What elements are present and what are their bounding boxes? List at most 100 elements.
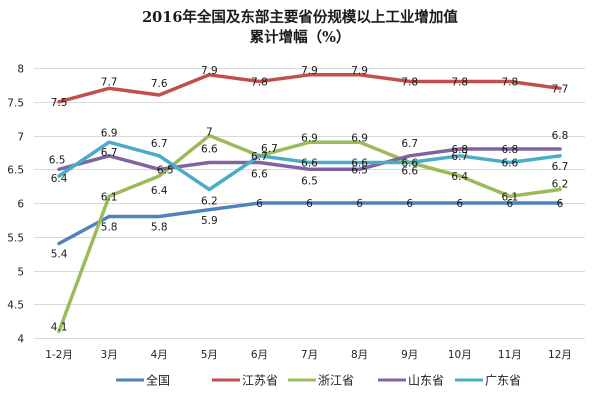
- x-tick-label: 3月: [101, 349, 118, 361]
- data-label: 6: [406, 198, 413, 210]
- legend-item: 江苏省: [212, 374, 278, 388]
- data-label: 6.7: [261, 143, 278, 155]
- data-label: 7.9: [301, 65, 318, 77]
- data-label: 6.9: [301, 132, 318, 144]
- data-label: 5.9: [201, 215, 218, 227]
- y-tick-label: 6.5: [7, 165, 24, 177]
- legend-label: 山东省: [408, 374, 444, 388]
- data-label: 7.8: [451, 77, 468, 89]
- data-label: 7.7: [552, 83, 569, 95]
- data-label: 6.9: [351, 132, 368, 144]
- x-tick-label: 4月: [151, 349, 168, 361]
- data-label: 6.4: [451, 171, 468, 183]
- data-label: 5.8: [151, 222, 168, 234]
- legend-item: 山东省: [378, 374, 444, 388]
- x-tick-label: 12月: [548, 349, 572, 361]
- data-label: 7.6: [151, 78, 168, 90]
- data-label: 6: [356, 198, 363, 210]
- data-label: 4.1: [51, 321, 68, 333]
- data-label: 6.6: [502, 158, 519, 170]
- y-tick-label: 7: [17, 132, 24, 144]
- data-label: 6.7: [251, 151, 268, 163]
- x-tick-label: 8月: [351, 349, 368, 361]
- data-label: 5.4: [51, 249, 68, 261]
- data-label: 6.6: [401, 158, 418, 170]
- data-label: 6.7: [451, 151, 468, 163]
- x-tick-label: 6月: [251, 349, 268, 361]
- data-labels: 5.4 5.8 5.8 5.9 6 6 6 6 6 6 6 7.5 7.7 7.6 7.9 7.8 7.9 7.9…: [49, 65, 569, 334]
- chart-title: 2016年全国及东部主要省份规模以上工业增加值: [142, 9, 458, 26]
- data-label: 6.6: [251, 169, 268, 181]
- data-label: 6.2: [201, 196, 218, 208]
- data-label: 6.6: [201, 144, 218, 156]
- data-label: 6.5: [157, 164, 174, 176]
- x-axis: 1-2月 3月 4月 5月 6月 7月 8月 9月 10月 11月 12月: [45, 349, 572, 361]
- data-label: 6.8: [451, 144, 468, 156]
- data-label: 6.1: [502, 191, 519, 203]
- data-label: 6.6: [301, 158, 318, 170]
- y-tick-label: 6: [17, 199, 24, 211]
- data-label: 6.5: [351, 164, 368, 176]
- data-label: 6.4: [51, 173, 68, 185]
- data-label: 5.8: [101, 222, 118, 234]
- legend-item: 广东省: [455, 374, 521, 388]
- series-line-0: [57, 201, 562, 246]
- data-label: 6.4: [151, 185, 168, 197]
- data-label: 7.7: [101, 76, 118, 88]
- x-tick-label: 9月: [401, 349, 418, 361]
- x-tick-label: 7月: [301, 349, 318, 361]
- data-label: 6: [256, 198, 263, 210]
- legend-label: 浙江省: [318, 374, 354, 388]
- legend-label: 江苏省: [242, 374, 278, 388]
- data-label: 6.5: [49, 154, 66, 166]
- data-label: 6.6: [401, 166, 418, 178]
- legend: 全国 江苏省 浙江省 山东省 广东省: [116, 373, 521, 388]
- data-label: 6.7: [552, 161, 569, 173]
- data-label: 6.1: [101, 191, 118, 203]
- series-line-4: [57, 140, 562, 192]
- chart-subtitle: 累计增幅（%）: [249, 29, 351, 46]
- data-label: 6: [507, 198, 514, 210]
- y-tick-label: 5: [17, 267, 24, 279]
- y-axis: 4 4.5 5 5.5 6 6.5 7 7.5 8: [7, 64, 24, 346]
- series-line-1: [57, 73, 562, 104]
- y-tick-label: 8: [17, 64, 24, 76]
- data-label: 6.7: [151, 138, 168, 150]
- series-line-3: [57, 147, 562, 172]
- data-label: 6: [306, 198, 313, 210]
- data-label: 7.9: [201, 65, 218, 77]
- data-label: 7.8: [502, 77, 519, 89]
- data-label: 7.8: [251, 77, 268, 89]
- gridlines: [34, 68, 585, 339]
- y-tick-label: 7.5: [7, 98, 24, 110]
- y-tick-label: 4.5: [7, 300, 24, 312]
- legend-label: 广东省: [485, 374, 521, 388]
- data-label: 6.8: [552, 130, 569, 142]
- data-label: 6.7: [101, 147, 118, 159]
- x-tick-label: 5月: [201, 349, 218, 361]
- x-tick-label: 11月: [498, 349, 522, 361]
- series-line-2: [57, 133, 562, 334]
- legend-label: 全国: [146, 373, 170, 388]
- data-label: 6: [557, 198, 564, 210]
- series-lines: [57, 73, 562, 334]
- data-label: 7.5: [51, 97, 68, 109]
- legend-item: 全国: [116, 373, 170, 388]
- data-label: 7.9: [351, 65, 368, 77]
- legend-item: 浙江省: [288, 374, 354, 388]
- data-label: 6.5: [301, 175, 318, 187]
- x-tick-label: 1-2月: [45, 349, 73, 361]
- data-label: 6.2: [552, 179, 569, 191]
- y-tick-label: 4: [17, 334, 24, 346]
- chart-title-block: 2016年全国及东部主要省份规模以上工业增加值 累计增幅（%）: [0, 8, 600, 48]
- data-label: 7.8: [401, 77, 418, 89]
- data-label: 6.8: [502, 144, 519, 156]
- data-label: 6: [456, 198, 463, 210]
- data-label: 6.9: [101, 127, 118, 139]
- x-tick-label: 10月: [448, 349, 472, 361]
- data-label: 6.7: [401, 138, 418, 150]
- y-tick-label: 5.5: [7, 233, 24, 245]
- data-label: 6.6: [351, 158, 368, 170]
